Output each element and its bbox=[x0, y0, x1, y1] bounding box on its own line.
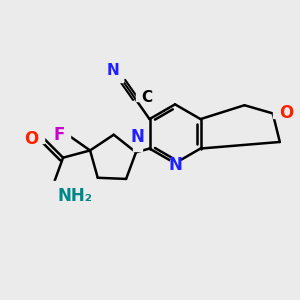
Text: O: O bbox=[24, 130, 38, 148]
Bar bbox=[34, 134, 44, 143]
Text: O: O bbox=[279, 104, 293, 122]
Bar bbox=[136, 93, 145, 101]
Text: N: N bbox=[130, 128, 144, 146]
Text: N: N bbox=[168, 156, 182, 174]
Bar bbox=[273, 109, 283, 118]
Text: N: N bbox=[107, 63, 119, 78]
Bar bbox=[61, 131, 70, 140]
Bar bbox=[170, 160, 180, 169]
Text: F: F bbox=[53, 126, 65, 144]
Text: C: C bbox=[141, 90, 152, 105]
Text: NH₂: NH₂ bbox=[57, 187, 92, 205]
Bar bbox=[115, 74, 123, 82]
Bar bbox=[48, 181, 68, 192]
Bar bbox=[133, 142, 142, 152]
